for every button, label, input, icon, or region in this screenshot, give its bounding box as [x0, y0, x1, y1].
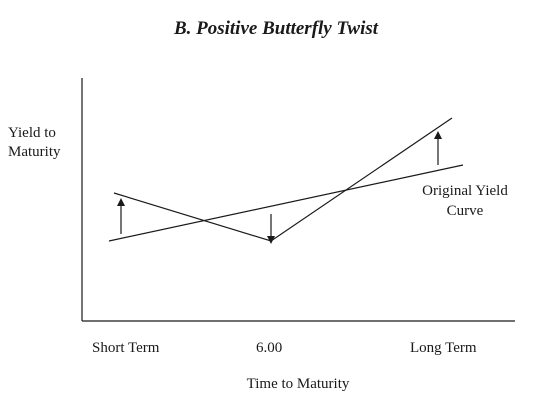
x-axis-label: Time to Maturity	[246, 376, 350, 392]
chart-title: B. Positive Butterfly Twist	[173, 18, 379, 39]
y-axis-label-line-2: Maturity	[8, 144, 61, 160]
twisted-yield-curve	[113, 117, 453, 242]
x-tick-short-term: Short Term	[92, 340, 160, 356]
annotation-line-2: Curve	[446, 203, 484, 219]
original-yield-curve	[108, 164, 464, 242]
original-yield-curve-annotation: Original Yield Curve	[410, 181, 520, 221]
x-tick-6: 6.00	[256, 340, 283, 356]
x-tick-long-term: Long Term	[410, 340, 477, 356]
annotation-line-1: Original Yield	[422, 183, 508, 199]
y-axis-label-line-1: Yield to	[8, 125, 56, 141]
y-axis-label: Yield to Maturity	[8, 124, 61, 162]
